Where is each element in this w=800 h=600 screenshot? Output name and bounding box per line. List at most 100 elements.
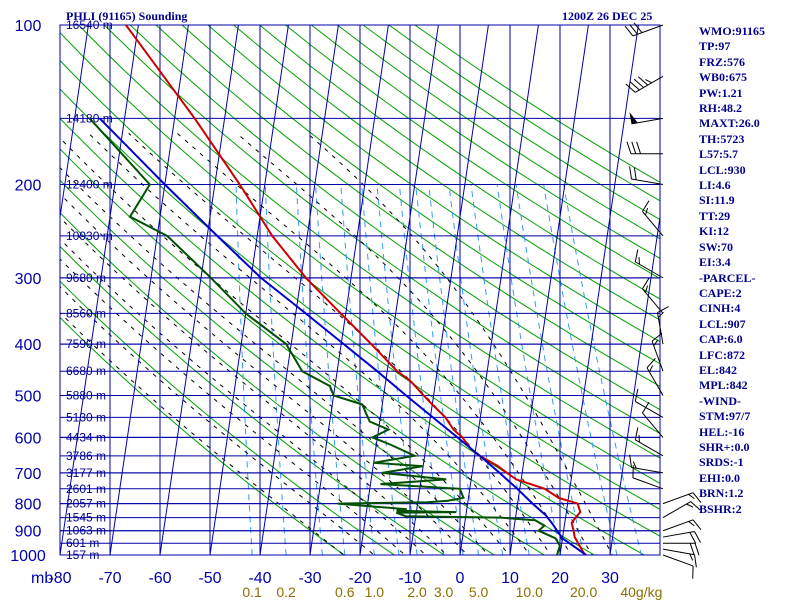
- moist-adiabat: [60, 312, 345, 555]
- height-label: 1063 m: [66, 524, 106, 538]
- wind-barb: [635, 400, 664, 418]
- wind-barb-half-flag: [686, 503, 694, 508]
- mixing-ratio-label: 0.2: [276, 584, 296, 600]
- dry-adiabat: [60, 280, 396, 555]
- height-label: 2601 m: [66, 482, 106, 496]
- isotherm: [559, 25, 639, 555]
- wind-barb-flag: [626, 141, 632, 154]
- moist-adiabat: [60, 193, 468, 555]
- isotherm: [459, 25, 539, 555]
- dry-adiabat: [60, 59, 660, 510]
- moist-adiabat: [60, 286, 375, 555]
- mixing-ratio-label: 20.0: [570, 584, 597, 600]
- pressure-tick-label: 200: [15, 178, 42, 195]
- temperature-tick-label: -30: [298, 570, 321, 587]
- wind-barb-half-flag: [645, 285, 649, 293]
- temperature-tick-label: -10: [398, 570, 421, 587]
- wind-barb-flag: [689, 532, 697, 544]
- isotherm: [109, 25, 189, 555]
- stat-item: LFC:872: [699, 347, 745, 362]
- moist-adiabat: [128, 132, 552, 555]
- mixing-ratio-label: 1.0: [365, 584, 385, 600]
- mixing-ratio-line: [398, 184, 445, 555]
- pressure-tick-label: 500: [15, 388, 42, 405]
- height-label: 4434 m: [66, 430, 106, 444]
- mixing-ratio-label: 5.0: [469, 584, 489, 600]
- stat-item: HEL:-16: [699, 424, 745, 439]
- height-label: 14180 m: [66, 111, 113, 125]
- dry-adiabat: [60, 245, 446, 555]
- dry-adiabat: [129, 25, 660, 411]
- stat-item: EHI:0.0: [699, 470, 741, 485]
- pressure-tick-label: 400: [15, 337, 42, 354]
- mixing-ratio-line: [496, 184, 562, 555]
- dry-adiabat: [207, 25, 660, 343]
- dry-adiabat: [60, 212, 496, 555]
- mixing-ratio-line: [515, 184, 585, 555]
- isotherm: [60, 25, 89, 221]
- temperature-tick-label: -80: [48, 570, 71, 587]
- stat-item: MAXT:26.0: [699, 116, 760, 131]
- stat-item: TT:29: [699, 208, 731, 223]
- height-label: 157 m: [66, 548, 99, 562]
- dewpoint-trace: [88, 117, 561, 555]
- pressure-unit-label: mb: [31, 570, 53, 587]
- dry-adiabat: [233, 25, 660, 321]
- stat-item: FRZ:576: [699, 54, 745, 69]
- chart-date: 1200Z 26 DEC 25: [562, 9, 652, 23]
- mixing-ratio-line: [264, 184, 287, 555]
- stat-item: MPL:842: [699, 378, 748, 393]
- wind-barb-half-flag: [688, 493, 695, 500]
- dry-adiabat: [60, 179, 546, 555]
- pressure-tick-label: 100: [15, 18, 42, 35]
- dry-adiabat: [60, 31, 660, 484]
- wind-barb: [635, 75, 664, 93]
- isotherm: [259, 25, 339, 555]
- stat-item: -PARCEL-: [699, 270, 756, 285]
- wind-barb-flag: [633, 167, 637, 180]
- height-label: 9680 m: [66, 271, 106, 285]
- wind-barb: [656, 312, 664, 345]
- wind-barb: [642, 412, 664, 438]
- dry-adiabat: [285, 25, 660, 280]
- wind-barb: [651, 340, 664, 372]
- grid: [59, 24, 661, 556]
- height-label: 3177 m: [66, 466, 106, 480]
- wind-barb-flag: [634, 388, 639, 402]
- wind-barb-flag: [694, 543, 700, 556]
- wind-barbs: [624, 22, 702, 579]
- mixing-ratio-label: 0.6: [335, 584, 355, 600]
- isotherm: [60, 25, 139, 555]
- stat-item: CINH:4: [699, 301, 741, 316]
- wind-barb-flag: [629, 454, 632, 468]
- mixing-ratio-label: 40g/kg: [620, 584, 662, 600]
- pressure-tick-label: 600: [15, 430, 42, 447]
- height-label: 601 m: [66, 536, 99, 550]
- wind-barb-flag: [624, 25, 634, 37]
- isotherm: [309, 25, 389, 555]
- wind-barb-flag: [694, 531, 701, 543]
- moist-adiabat: [176, 132, 572, 555]
- pressure-tick-label: 300: [15, 271, 42, 288]
- isotherm: [609, 213, 660, 555]
- chart-title: PHLI (91165) Sounding: [66, 9, 187, 23]
- stat-item: TH:5723: [699, 131, 745, 146]
- wind-barb-flag: [642, 277, 650, 290]
- mixing-ratio-line: [376, 184, 418, 555]
- wind-barb-flag: [636, 141, 642, 154]
- stat-item: CAP:6.0: [699, 332, 743, 347]
- isotherm: [509, 25, 589, 555]
- stats-panel: WMO:91165 TP:97 FRZ:576 WB0:675 PW:1.21 RH:48…: [699, 24, 765, 517]
- stat-item: SRDS:-1: [699, 455, 744, 470]
- mixing-ratio-line: [563, 184, 642, 555]
- pressure-tick-label: 700: [15, 466, 42, 483]
- moist-adiabat: [60, 167, 489, 555]
- wind-barb: [631, 178, 664, 186]
- temperature-tick-label: 10: [501, 570, 519, 587]
- height-label: 6680 m: [66, 364, 106, 378]
- wind-barb-flag: [629, 166, 632, 180]
- wind-barb: [662, 501, 691, 519]
- dry-adiabat: [60, 148, 596, 555]
- stat-item: EI:3.4: [699, 255, 731, 270]
